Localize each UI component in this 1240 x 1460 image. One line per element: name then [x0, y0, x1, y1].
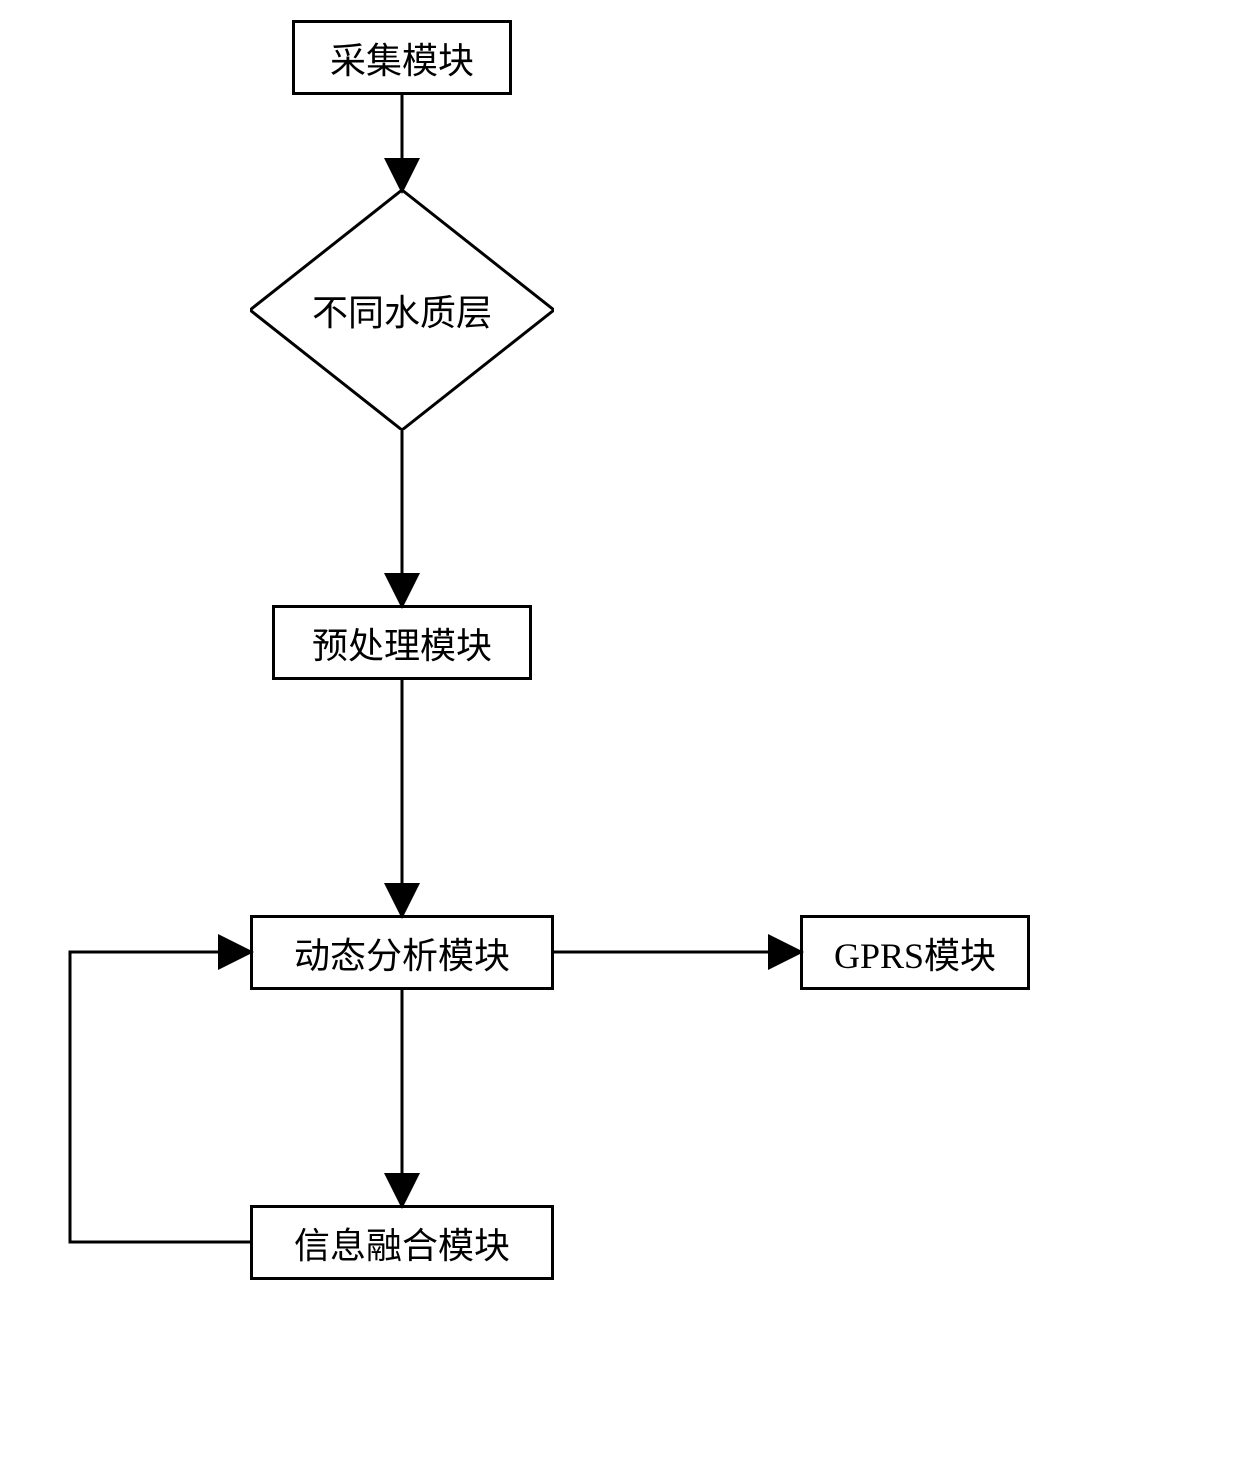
edge-fusion-dynamic — [70, 952, 250, 1242]
node-collect-label: 采集模块 — [330, 32, 474, 84]
node-dynamic: 动态分析模块 — [250, 915, 554, 990]
node-gprs: GPRS模块 — [800, 915, 1030, 990]
node-preprocess: 预处理模块 — [272, 605, 532, 680]
node-water-layer: 不同水质层 — [250, 190, 554, 430]
arrows-overlay — [0, 0, 1240, 1460]
node-collect: 采集模块 — [292, 20, 512, 95]
node-preprocess-label: 预处理模块 — [312, 617, 492, 669]
node-gprs-label: GPRS模块 — [834, 927, 996, 979]
node-fusion: 信息融合模块 — [250, 1205, 554, 1280]
node-fusion-label: 信息融合模块 — [294, 1217, 510, 1269]
node-water-layer-label: 不同水质层 — [312, 284, 492, 336]
flowchart-container: 采集模块 不同水质层 预处理模块 动态分析模块 GPRS模块 信息融合模块 — [0, 0, 1240, 1460]
node-dynamic-label: 动态分析模块 — [294, 927, 510, 979]
